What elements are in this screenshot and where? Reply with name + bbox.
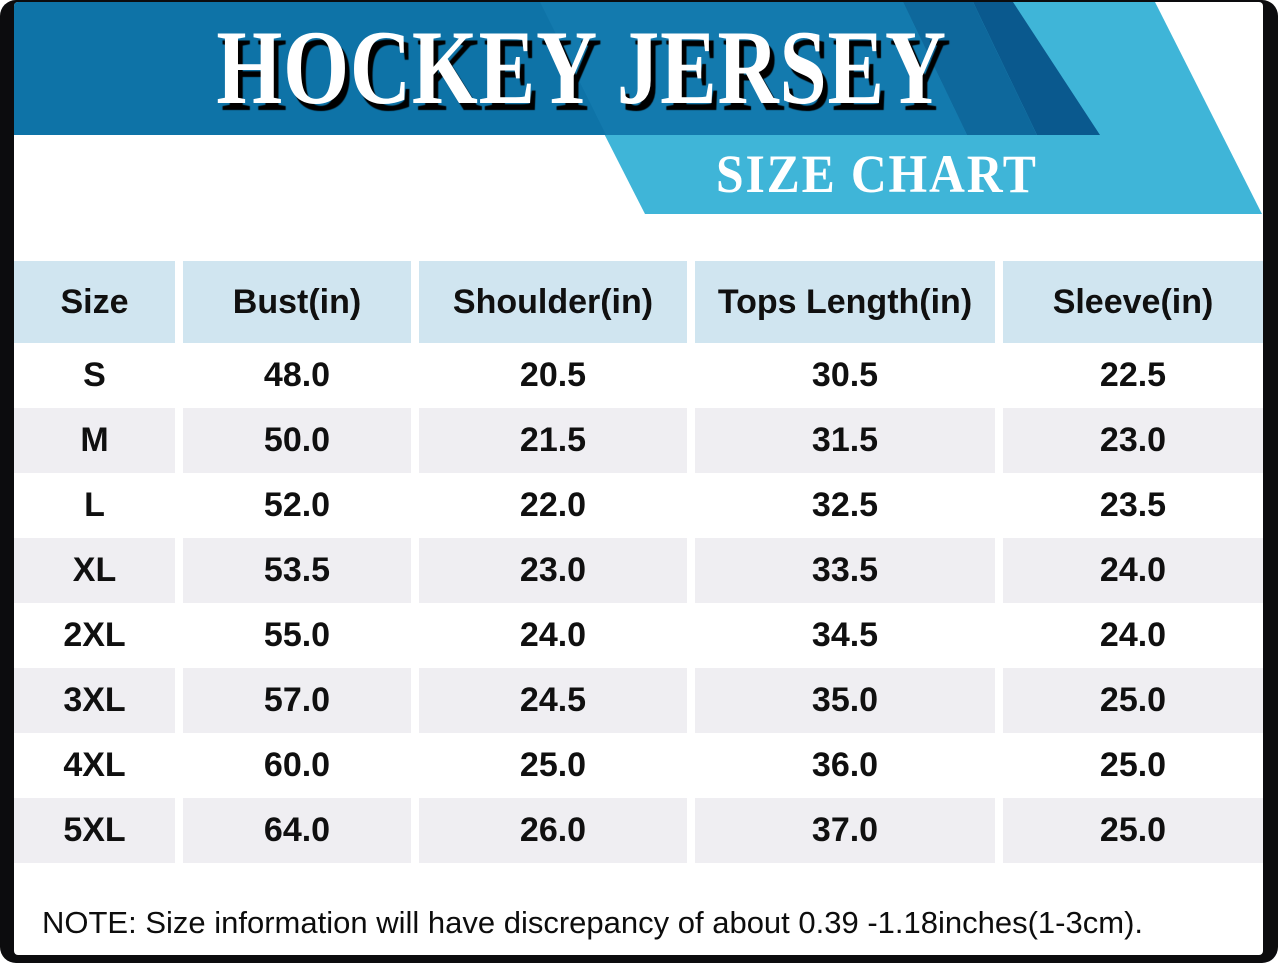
table-cell: 64.0 [183, 798, 411, 863]
col-header-bust: Bust(in) [183, 261, 411, 343]
table-cell: 20.5 [419, 343, 687, 408]
table-cell: 32.5 [695, 473, 995, 538]
table-cell: 60.0 [183, 733, 411, 798]
table-cell: 57.0 [183, 668, 411, 733]
table-cell: 55.0 [183, 603, 411, 668]
table-cell: 23.0 [419, 538, 687, 603]
table-cell: 22.0 [419, 473, 687, 538]
table-cell: 35.0 [695, 668, 995, 733]
table-cell: 25.0 [1003, 668, 1263, 733]
page-title-text: HOCKEY JERSEY [216, 8, 948, 126]
table-cell: 3XL [14, 668, 175, 733]
col-header-sleeve: Sleeve(in) [1003, 261, 1263, 343]
header-banner: HOCKEY JERSEY SIZE CHART [14, 2, 1263, 217]
table-cell: 25.0 [1003, 733, 1263, 798]
table-cell: 24.0 [1003, 538, 1263, 603]
table-cell: M [14, 408, 175, 473]
page-subtitle: SIZE CHART [577, 135, 1177, 213]
table-cell: 21.5 [419, 408, 687, 473]
table-cell: 24.5 [419, 668, 687, 733]
table-cell: 23.5 [1003, 473, 1263, 538]
table-cell: 25.0 [1003, 798, 1263, 863]
table-cell: 31.5 [695, 408, 995, 473]
table-cell: 48.0 [183, 343, 411, 408]
size-chart-table: Size Bust(in) Shoulder(in) Tops Length(i… [14, 261, 1263, 863]
size-note: NOTE: Size information will have discrep… [42, 905, 1143, 940]
blue-banner-highlight-shape [540, 2, 967, 135]
col-header-size: Size [14, 261, 175, 343]
table-cell: S [14, 343, 175, 408]
table-cell: 26.0 [419, 798, 687, 863]
table-cell: 34.5 [695, 603, 995, 668]
table-cell: 50.0 [183, 408, 411, 473]
table-cell: 4XL [14, 733, 175, 798]
col-header-shoulder: Shoulder(in) [419, 261, 687, 343]
table-cell: 36.0 [695, 733, 995, 798]
page-title: HOCKEY JERSEY [182, 2, 982, 133]
table-cell: 5XL [14, 798, 175, 863]
table-cell: XL [14, 538, 175, 603]
table-cell: 25.0 [419, 733, 687, 798]
table-cell: L [14, 473, 175, 538]
table-cell: 23.0 [1003, 408, 1263, 473]
table-cell: 53.5 [183, 538, 411, 603]
table-cell: 52.0 [183, 473, 411, 538]
table-cell: 24.0 [1003, 603, 1263, 668]
content-area: HOCKEY JERSEY SIZE CHART Size Bust(in) S… [14, 2, 1263, 955]
page-subtitle-text: SIZE CHART [716, 144, 1038, 204]
table-cell: 33.5 [695, 538, 995, 603]
table-cell: 37.0 [695, 798, 995, 863]
table-cell: 30.5 [695, 343, 995, 408]
table-cell: 24.0 [419, 603, 687, 668]
table-cell: 22.5 [1003, 343, 1263, 408]
table-cell: 2XL [14, 603, 175, 668]
col-header-tops-length: Tops Length(in) [695, 261, 995, 343]
